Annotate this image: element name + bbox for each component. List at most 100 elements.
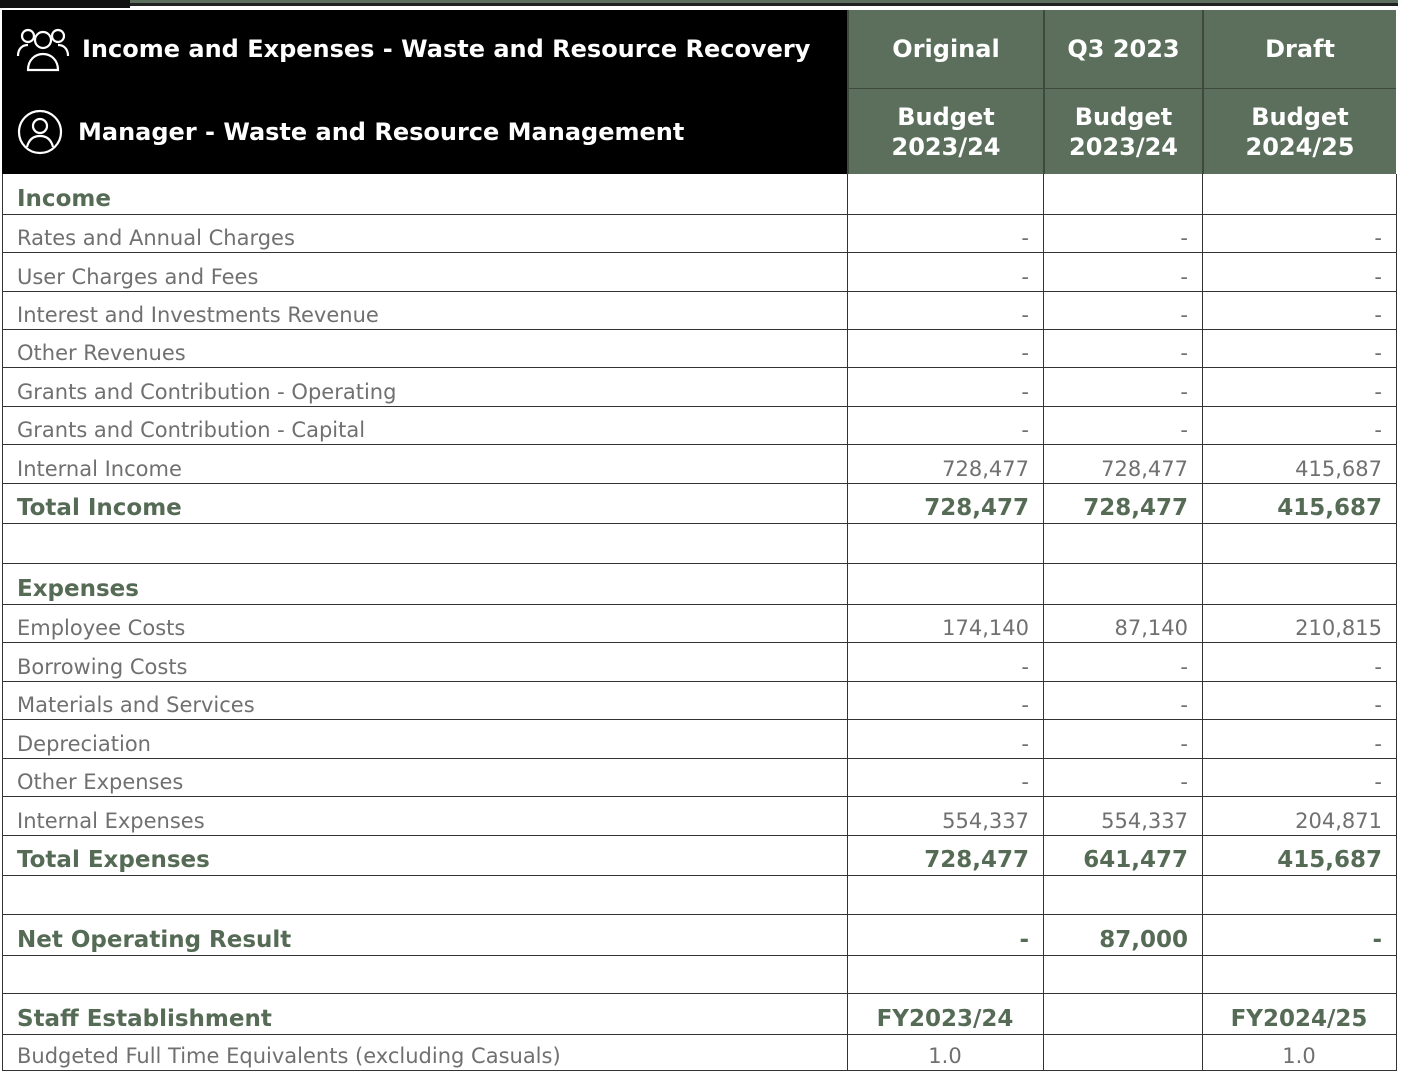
column-header-bottom: Budget 2023/24 [1043,88,1202,174]
row-value: 415,687 [1202,483,1397,524]
row-label: Budgeted Full Time Equivalents (excludin… [2,1034,848,1071]
row-value: 204,871 [1202,796,1397,836]
row-value: - [1202,329,1397,368]
row-value: - [847,329,1044,368]
row-value: - [1202,252,1397,292]
empty-cell [847,523,1044,564]
row-label: Materials and Services [2,681,848,720]
empty-cell [847,875,1044,915]
empty-cell [2,523,848,564]
row-value: 554,337 [847,796,1044,836]
row-value: - [1043,367,1203,407]
row-label: Net Operating Result [2,914,848,956]
empty-cell [847,174,1044,215]
row-value: - [1202,642,1397,682]
empty-cell [1202,955,1397,994]
row-value: - [847,252,1044,292]
row-value: - [1043,719,1203,759]
row-value: - [847,291,1044,330]
row-label: Internal Income [2,444,848,484]
row-value: 415,687 [1202,835,1397,876]
row-label: Other Revenues [2,329,848,368]
empty-cell [1043,1034,1203,1071]
group-icon [16,28,70,72]
row-label: Total Expenses [2,835,848,876]
row-value: - [1043,214,1203,253]
empty-cell [1043,523,1203,564]
row-label: Staff Establishment [2,993,848,1035]
empty-cell [1043,955,1203,994]
row-value: - [1043,329,1203,368]
row-value: 210,815 [1202,604,1397,643]
row-value: 1.0 [847,1034,1044,1071]
row-value: - [1202,367,1397,407]
row-value: - [847,758,1044,797]
row-label: Internal Expenses [2,796,848,836]
empty-cell [1043,993,1203,1035]
row-value: - [1043,252,1203,292]
row-label: Income [2,174,848,215]
row-value: - [1202,406,1397,445]
row-label: Interest and Investments Revenue [2,291,848,330]
row-label: Depreciation [2,719,848,759]
empty-cell [1202,523,1397,564]
header-manager: Manager - Waste and Resource Management [78,118,685,146]
row-value: 728,477 [847,835,1044,876]
row-value: 728,477 [1043,483,1203,524]
row-label: Total Income [2,483,848,524]
row-value: - [847,406,1044,445]
row-label: Employee Costs [2,604,848,643]
row-value: FY2023/24 [847,993,1044,1035]
empty-cell [1043,174,1203,215]
empty-cell [1202,174,1397,215]
empty-cell [1043,875,1203,915]
row-label: Grants and Contribution - Capital [2,406,848,445]
row-value: 728,477 [1043,444,1203,484]
empty-cell [2,955,848,994]
row-label: Grants and Contribution - Operating [2,367,848,407]
row-value: 728,477 [847,483,1044,524]
empty-cell [2,875,848,915]
row-value: - [1043,642,1203,682]
row-value: - [1202,681,1397,720]
row-label: User Charges and Fees [2,252,848,292]
row-value: - [847,367,1044,407]
column-header-top: Draft [1202,10,1396,88]
row-value: - [1202,291,1397,330]
row-value: 554,337 [1043,796,1203,836]
column-header-top: Q3 2023 [1043,10,1202,88]
row-label: Borrowing Costs [2,642,848,682]
row-value: - [847,214,1044,253]
column-header-bottom: Budget 2024/25 [1202,88,1396,174]
top-strip [0,0,130,8]
row-label: Other Expenses [2,758,848,797]
top-strip-green [130,0,1398,6]
column-header-bottom: Budget 2023/24 [847,88,1043,174]
row-label: Rates and Annual Charges [2,214,848,253]
header-black [2,10,847,174]
column-header-top: Original [847,10,1043,88]
row-value: - [1043,758,1203,797]
header-title: Income and Expenses - Waste and Resource… [82,35,811,63]
row-value: - [1202,914,1397,956]
row-value: 728,477 [847,444,1044,484]
row-value: - [847,681,1044,720]
empty-cell [847,955,1044,994]
row-value: 87,000 [1043,914,1203,956]
row-value: 1.0 [1202,1034,1397,1071]
row-value: 415,687 [1202,444,1397,484]
row-value: 87,140 [1043,604,1203,643]
row-value: - [1043,681,1203,720]
row-value: - [1043,291,1203,330]
row-value: 174,140 [847,604,1044,643]
empty-cell [847,563,1044,605]
row-value: - [1043,406,1203,445]
row-value: - [1202,719,1397,759]
row-value: FY2024/25 [1202,993,1397,1035]
person-icon [17,109,63,155]
row-value: - [1202,758,1397,797]
row-value: - [847,914,1044,956]
row-value: 641,477 [1043,835,1203,876]
row-label: Expenses [2,563,848,605]
